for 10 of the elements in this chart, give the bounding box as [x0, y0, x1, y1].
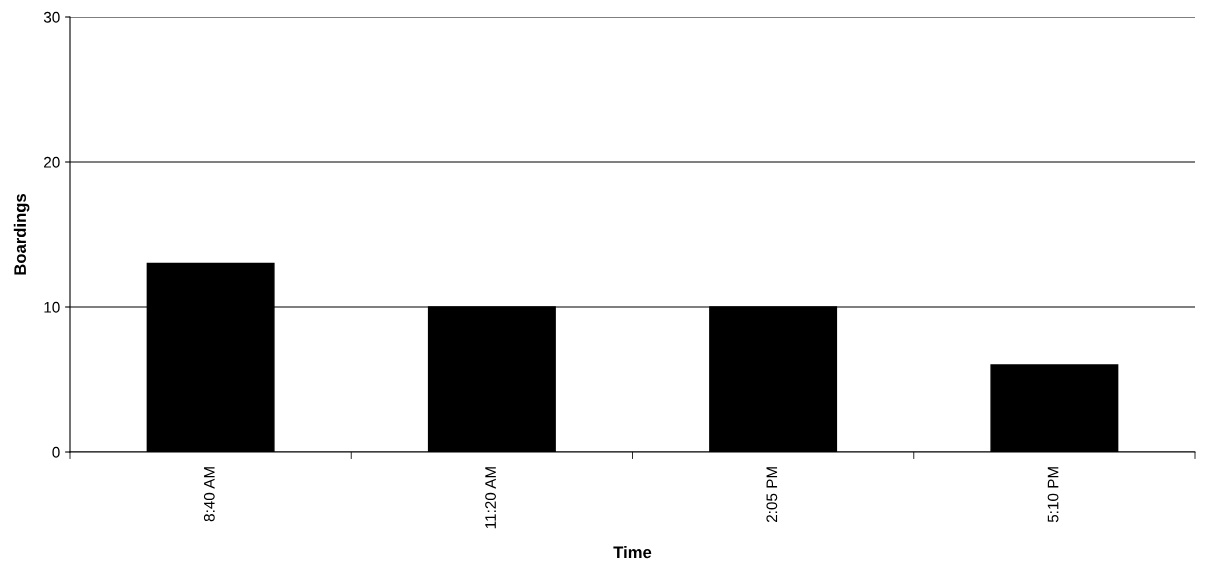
- x-tick-label: 8:40 AM: [203, 467, 215, 522]
- x-tick-label: 5:10 PM: [1047, 467, 1059, 523]
- y-tick-label: 10: [44, 301, 60, 313]
- x-tick-label: 11:20 AM: [485, 467, 496, 529]
- y-tick-label: 0: [52, 446, 60, 458]
- x-tick-label: 2:05 PM: [766, 467, 778, 523]
- y-tick-label: 20: [44, 156, 60, 168]
- y-axis-title: Boardings: [13, 193, 30, 275]
- x-axis-title: Time: [613, 545, 652, 559]
- y-tick-label: 30: [43, 11, 60, 23]
